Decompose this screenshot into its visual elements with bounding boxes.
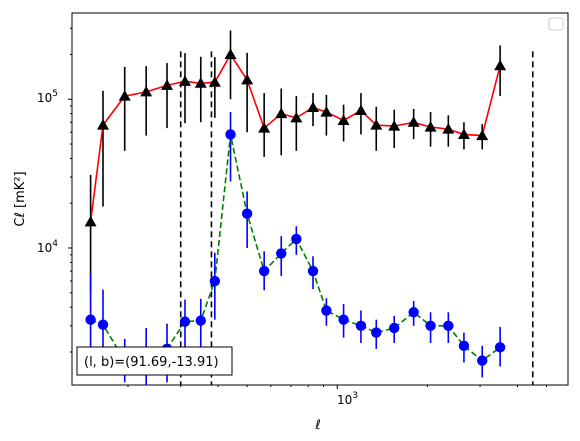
data-point bbox=[291, 233, 302, 245]
data-point bbox=[321, 305, 332, 316]
y-tick-label-1e4: 104 bbox=[37, 239, 58, 255]
data-point bbox=[258, 265, 270, 277]
data-point bbox=[97, 319, 109, 330]
data-point bbox=[407, 116, 420, 127]
data-point bbox=[209, 275, 221, 287]
data-point bbox=[195, 315, 206, 326]
data-point bbox=[457, 128, 470, 139]
y-tick-label-1e5: 105 bbox=[37, 89, 58, 105]
data-point bbox=[476, 129, 489, 141]
plot-frame bbox=[71, 12, 569, 386]
legend-box bbox=[548, 17, 564, 31]
series-1 bbox=[85, 112, 506, 385]
data-point bbox=[307, 265, 319, 277]
data-point bbox=[354, 104, 367, 116]
data-point bbox=[224, 48, 237, 59]
data-point bbox=[179, 316, 191, 327]
data-point bbox=[425, 320, 436, 332]
data-point bbox=[338, 314, 349, 325]
data-point bbox=[241, 73, 254, 85]
data-point bbox=[389, 322, 400, 334]
data-point bbox=[118, 90, 131, 101]
data-point bbox=[424, 121, 437, 132]
data-point bbox=[84, 215, 97, 227]
series-line bbox=[89, 52, 501, 222]
data-point bbox=[443, 320, 454, 332]
data-point bbox=[388, 120, 401, 131]
data-point bbox=[307, 101, 320, 113]
annotation-text: (l, b)=(91.69,-13.91) bbox=[84, 355, 219, 370]
data-point bbox=[194, 77, 207, 88]
data-point bbox=[208, 76, 221, 87]
data-point bbox=[140, 85, 153, 97]
data-point bbox=[320, 106, 333, 117]
series-line bbox=[90, 134, 501, 362]
x-axis-label: ℓ bbox=[314, 418, 320, 433]
x-tick-label-1e3: 103 bbox=[337, 391, 358, 407]
data-point bbox=[258, 122, 271, 133]
data-point bbox=[337, 114, 350, 125]
data-point bbox=[442, 123, 455, 134]
data-point bbox=[241, 208, 253, 219]
data-point bbox=[290, 111, 303, 123]
series-layer bbox=[84, 30, 507, 385]
data-point bbox=[276, 248, 287, 259]
y-axis-label: Cℓ [mK²] bbox=[13, 171, 28, 226]
annotation-box bbox=[76, 346, 233, 376]
vertical-lines bbox=[179, 51, 534, 385]
series-0 bbox=[84, 30, 507, 293]
axis-ticks bbox=[68, 27, 547, 389]
data-point bbox=[408, 307, 419, 318]
data-point bbox=[275, 107, 288, 119]
data-point bbox=[178, 75, 191, 86]
data-point bbox=[96, 119, 109, 130]
data-point bbox=[371, 327, 382, 338]
data-point bbox=[477, 355, 488, 366]
data-point bbox=[225, 129, 236, 140]
data-point bbox=[161, 79, 174, 90]
data-point bbox=[494, 59, 507, 71]
data-point bbox=[494, 342, 506, 353]
data-point bbox=[85, 314, 96, 325]
data-point bbox=[370, 119, 383, 130]
data-point bbox=[458, 340, 470, 352]
data-point bbox=[355, 320, 367, 332]
